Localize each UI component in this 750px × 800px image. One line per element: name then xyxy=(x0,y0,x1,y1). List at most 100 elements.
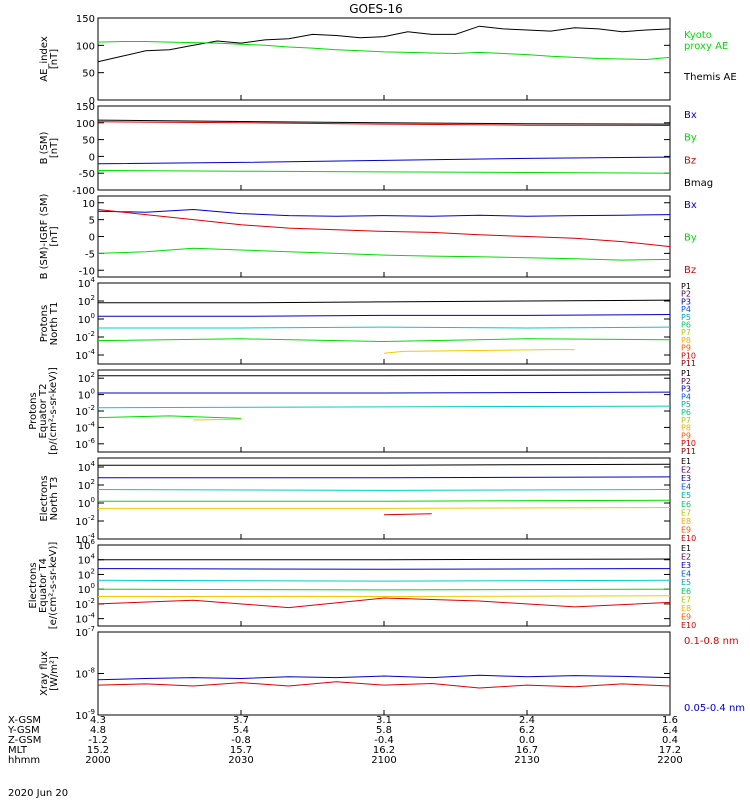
y-tick-label: 10-4 xyxy=(75,612,95,626)
panel-protons_equator_t2: 10-6 10-4 10-2 100 102 Protons Equator T2 [p/(c… xyxy=(28,367,696,456)
channel-label: E6 xyxy=(681,500,691,509)
y-tick-exponent: 2 xyxy=(91,567,95,575)
y-tick-exponent: -2 xyxy=(88,404,95,412)
y-tick-label: 10-8 xyxy=(75,667,95,681)
channel-label: P10 xyxy=(681,351,696,360)
channel-label: P7 xyxy=(681,328,691,337)
y-axis-label: Xray flux xyxy=(39,651,50,696)
legend-entry: Bx xyxy=(684,200,697,211)
channel-label: E10 xyxy=(681,534,696,543)
y-tick-label: 10-2 xyxy=(75,514,95,528)
y-tick-exponent: -4 xyxy=(88,612,96,620)
y-tick-label: 150 xyxy=(76,14,95,25)
channel-label: P5 xyxy=(681,400,691,409)
y-tick-label: 50 xyxy=(82,69,95,80)
channel-label: P8 xyxy=(681,424,691,433)
panel-frame xyxy=(97,631,671,716)
panel-b_minus_igrf: -10 -5 0 5 10 B (SM)-IGRF (SM) [nT] Bx By Bz xyxy=(39,194,697,280)
y-tick-label: 100 xyxy=(76,119,95,130)
series-e10 xyxy=(97,597,671,609)
channel-label: P7 xyxy=(681,416,691,425)
y-tick-exponent: 2 xyxy=(91,371,95,379)
y-tick-label: 0 xyxy=(89,233,95,244)
y-tick-label: 104 xyxy=(78,553,96,567)
x-axis-row-label: hhmm xyxy=(8,755,40,766)
channel-label: P1 xyxy=(681,369,691,378)
series-p3 xyxy=(98,314,671,317)
series-by xyxy=(97,247,671,261)
y-tick-label: 10-2 xyxy=(75,330,95,344)
legend-entry: Bz xyxy=(684,155,696,166)
y-tick-exponent: -4 xyxy=(88,532,96,540)
channel-label: P11 xyxy=(681,359,696,368)
channel-label: P5 xyxy=(681,313,691,322)
series-p5 xyxy=(97,405,671,409)
y-axis-label: Equator T2 xyxy=(38,384,49,439)
y-tick-label: 10-7 xyxy=(75,625,95,639)
y-tick-label: 10-4 xyxy=(75,348,95,362)
y-tick-exponent: 0 xyxy=(91,388,95,396)
series-themis-ae xyxy=(97,25,671,63)
x-axis-value: 6.2 xyxy=(519,725,535,736)
y-tick-exponent: 0 xyxy=(91,312,95,320)
legend-entry: By xyxy=(684,133,697,144)
channel-label: P4 xyxy=(681,392,691,401)
y-tick-exponent: -8 xyxy=(88,667,95,675)
x-axis-row-label: X-GSM xyxy=(8,715,41,726)
channel-label: P11 xyxy=(681,447,696,456)
series-e1 xyxy=(98,558,671,561)
series-e3 xyxy=(97,568,671,570)
channel-label: E6 xyxy=(681,587,691,596)
series-e6 xyxy=(98,499,671,502)
y-axis-label: Electrons xyxy=(39,475,50,521)
x-axis-value: 1.6 xyxy=(662,715,678,726)
channel-label: E9 xyxy=(681,525,691,534)
x-axis-value: 3.7 xyxy=(233,715,249,726)
series-p1 xyxy=(98,299,671,304)
channel-label: P1 xyxy=(681,282,691,291)
x-axis-row-label: Z-GSM xyxy=(8,735,41,746)
y-axis-label: B (SM) xyxy=(39,131,50,164)
channel-label: E1 xyxy=(681,544,691,553)
channel-label: E7 xyxy=(681,508,691,517)
channel-label: E2 xyxy=(681,466,691,475)
x-axis-value: 0.4 xyxy=(662,735,678,746)
y-tick-label: 100 xyxy=(78,312,95,326)
y-axis-label: [nT] xyxy=(49,49,60,69)
y-tick-exponent: -2 xyxy=(88,330,95,338)
legend-entry: By xyxy=(684,233,697,244)
x-axis-value: 0.0 xyxy=(519,735,535,746)
x-axis-value: 5.4 xyxy=(233,725,249,736)
channel-label: P6 xyxy=(681,321,691,330)
series-bx xyxy=(97,156,671,165)
panel-frame xyxy=(97,105,671,191)
series-e3 xyxy=(98,476,671,479)
channel-label: E4 xyxy=(681,483,691,492)
channel-label: E3 xyxy=(681,474,691,483)
series-p8 xyxy=(383,349,575,354)
series-e5 xyxy=(97,489,671,491)
legend-entry: proxy AE xyxy=(684,41,728,52)
legend-entry: Bx xyxy=(684,110,697,121)
series-e5 xyxy=(97,579,671,582)
series-e8 xyxy=(98,595,671,597)
y-tick-label: 102 xyxy=(78,567,95,581)
y-tick-label: 10-4 xyxy=(75,420,95,434)
x-axis-value: 2030 xyxy=(228,755,253,766)
y-tick-label: 100 xyxy=(78,582,95,596)
channel-label: E8 xyxy=(681,604,691,613)
channel-label: E9 xyxy=(681,612,691,621)
y-tick-exponent: 4 xyxy=(91,460,96,468)
x-axis-value: 2130 xyxy=(514,755,539,766)
y-tick-exponent: 4 xyxy=(91,276,96,284)
channel-label: P9 xyxy=(681,431,691,440)
legend-entry: 0.05-0.4 nm xyxy=(684,703,745,714)
y-tick-label: 100 xyxy=(78,496,95,510)
x-axis-value: 2.4 xyxy=(519,715,535,726)
series-e1 xyxy=(98,463,671,466)
y-axis-label: Electrons xyxy=(28,562,39,608)
panel-frame xyxy=(97,369,671,453)
y-tick-exponent: 0 xyxy=(91,582,95,590)
